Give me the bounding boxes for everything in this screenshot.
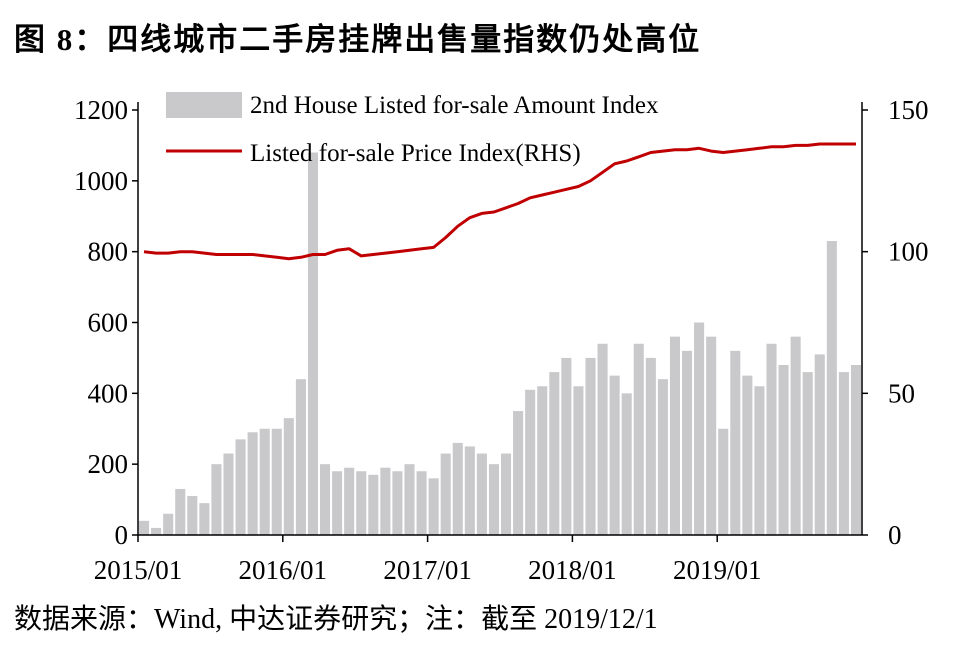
- bar: [694, 322, 705, 535]
- bar: [380, 467, 391, 535]
- bar: [706, 336, 717, 535]
- bar: [742, 375, 753, 535]
- line-series: [143, 142, 856, 261]
- x-tick-label: 2015/01: [94, 555, 183, 585]
- bar: [778, 365, 789, 535]
- bar: [814, 354, 825, 535]
- bar: [537, 386, 548, 535]
- bar: [561, 357, 572, 535]
- bar: [525, 389, 536, 535]
- y-right-tick-label: 0: [888, 520, 902, 550]
- bar: [175, 488, 186, 535]
- bar: [139, 520, 150, 535]
- bar: [199, 503, 210, 535]
- legend: 2nd House Listed for-sale Amount Index L…: [166, 92, 659, 167]
- source-note: 数据来源：Wind, 中达证券研究；注：截至 2019/12/1: [14, 604, 658, 635]
- bar: [404, 464, 415, 535]
- bar: [392, 471, 403, 535]
- y-right-tick-label: 150: [888, 95, 929, 125]
- bar: [235, 439, 246, 535]
- bar: [657, 379, 668, 535]
- bar: [151, 527, 162, 535]
- bar: [790, 336, 801, 535]
- bar: [573, 386, 584, 535]
- price-index-line: [143, 142, 856, 261]
- bar: [211, 464, 222, 535]
- bar: [356, 471, 367, 535]
- bar: [730, 350, 741, 535]
- y-left-tick-label: 1000: [74, 166, 128, 196]
- bar: [645, 357, 656, 535]
- bar: [488, 464, 499, 535]
- bar: [332, 471, 343, 535]
- bar: [826, 241, 837, 535]
- bar: [307, 152, 318, 535]
- x-tick-label: 2017/01: [383, 555, 472, 585]
- bar: [428, 478, 439, 535]
- bar: [259, 428, 270, 535]
- bar: [440, 453, 451, 535]
- bar: [850, 365, 861, 535]
- y-left-tick-label: 1200: [74, 95, 128, 125]
- bar: [416, 471, 427, 535]
- axes: 0 200 400 600 800 1000 1200 0 50 100 150 2015/01 201…: [74, 95, 929, 585]
- y-left-tick-label: 800: [88, 237, 129, 267]
- x-tick-label: 2016/01: [239, 555, 328, 585]
- bar: [754, 386, 765, 535]
- legend-swatch-bars: [166, 92, 242, 118]
- bar: [283, 418, 294, 535]
- bar: [802, 372, 813, 535]
- bar: [271, 428, 282, 535]
- bar: [344, 467, 355, 535]
- bar: [464, 446, 475, 535]
- bar: [585, 357, 596, 535]
- bar: [549, 372, 560, 535]
- y-left-tick-label: 200: [88, 449, 129, 479]
- legend-label-bars: 2nd House Listed for-sale Amount Index: [250, 92, 659, 119]
- bar: [368, 474, 379, 535]
- bar: [718, 428, 729, 535]
- bar: [501, 453, 512, 535]
- bar: [295, 379, 306, 535]
- bar: [838, 372, 849, 535]
- bar: [766, 343, 777, 535]
- bar: [223, 453, 234, 535]
- chart-title: 图 8：四线城市二手房挂牌出售量指数仍处高位: [14, 22, 702, 57]
- bar: [669, 336, 680, 535]
- bar: [452, 442, 463, 535]
- bar: [247, 432, 258, 535]
- bar: [633, 343, 644, 535]
- y-left-tick-label: 600: [88, 308, 129, 338]
- bar: [682, 350, 693, 535]
- y-right-tick-label: 50: [888, 378, 915, 408]
- y-left-tick-label: 0: [115, 520, 129, 550]
- legend-label-line: Listed for-sale Price Index(RHS): [250, 140, 581, 167]
- bar: [320, 464, 331, 535]
- bar-series: [139, 152, 861, 535]
- y-left-tick-label: 400: [88, 378, 129, 408]
- bar: [597, 343, 608, 535]
- x-tick-label: 2018/01: [528, 555, 617, 585]
- bar: [163, 513, 174, 535]
- bar: [513, 411, 524, 535]
- y-right-tick-label: 100: [888, 237, 929, 267]
- x-tick-label: 2019/01: [673, 555, 762, 585]
- bar: [621, 393, 632, 535]
- bar: [476, 453, 487, 535]
- bar: [187, 496, 198, 535]
- bar: [609, 375, 620, 535]
